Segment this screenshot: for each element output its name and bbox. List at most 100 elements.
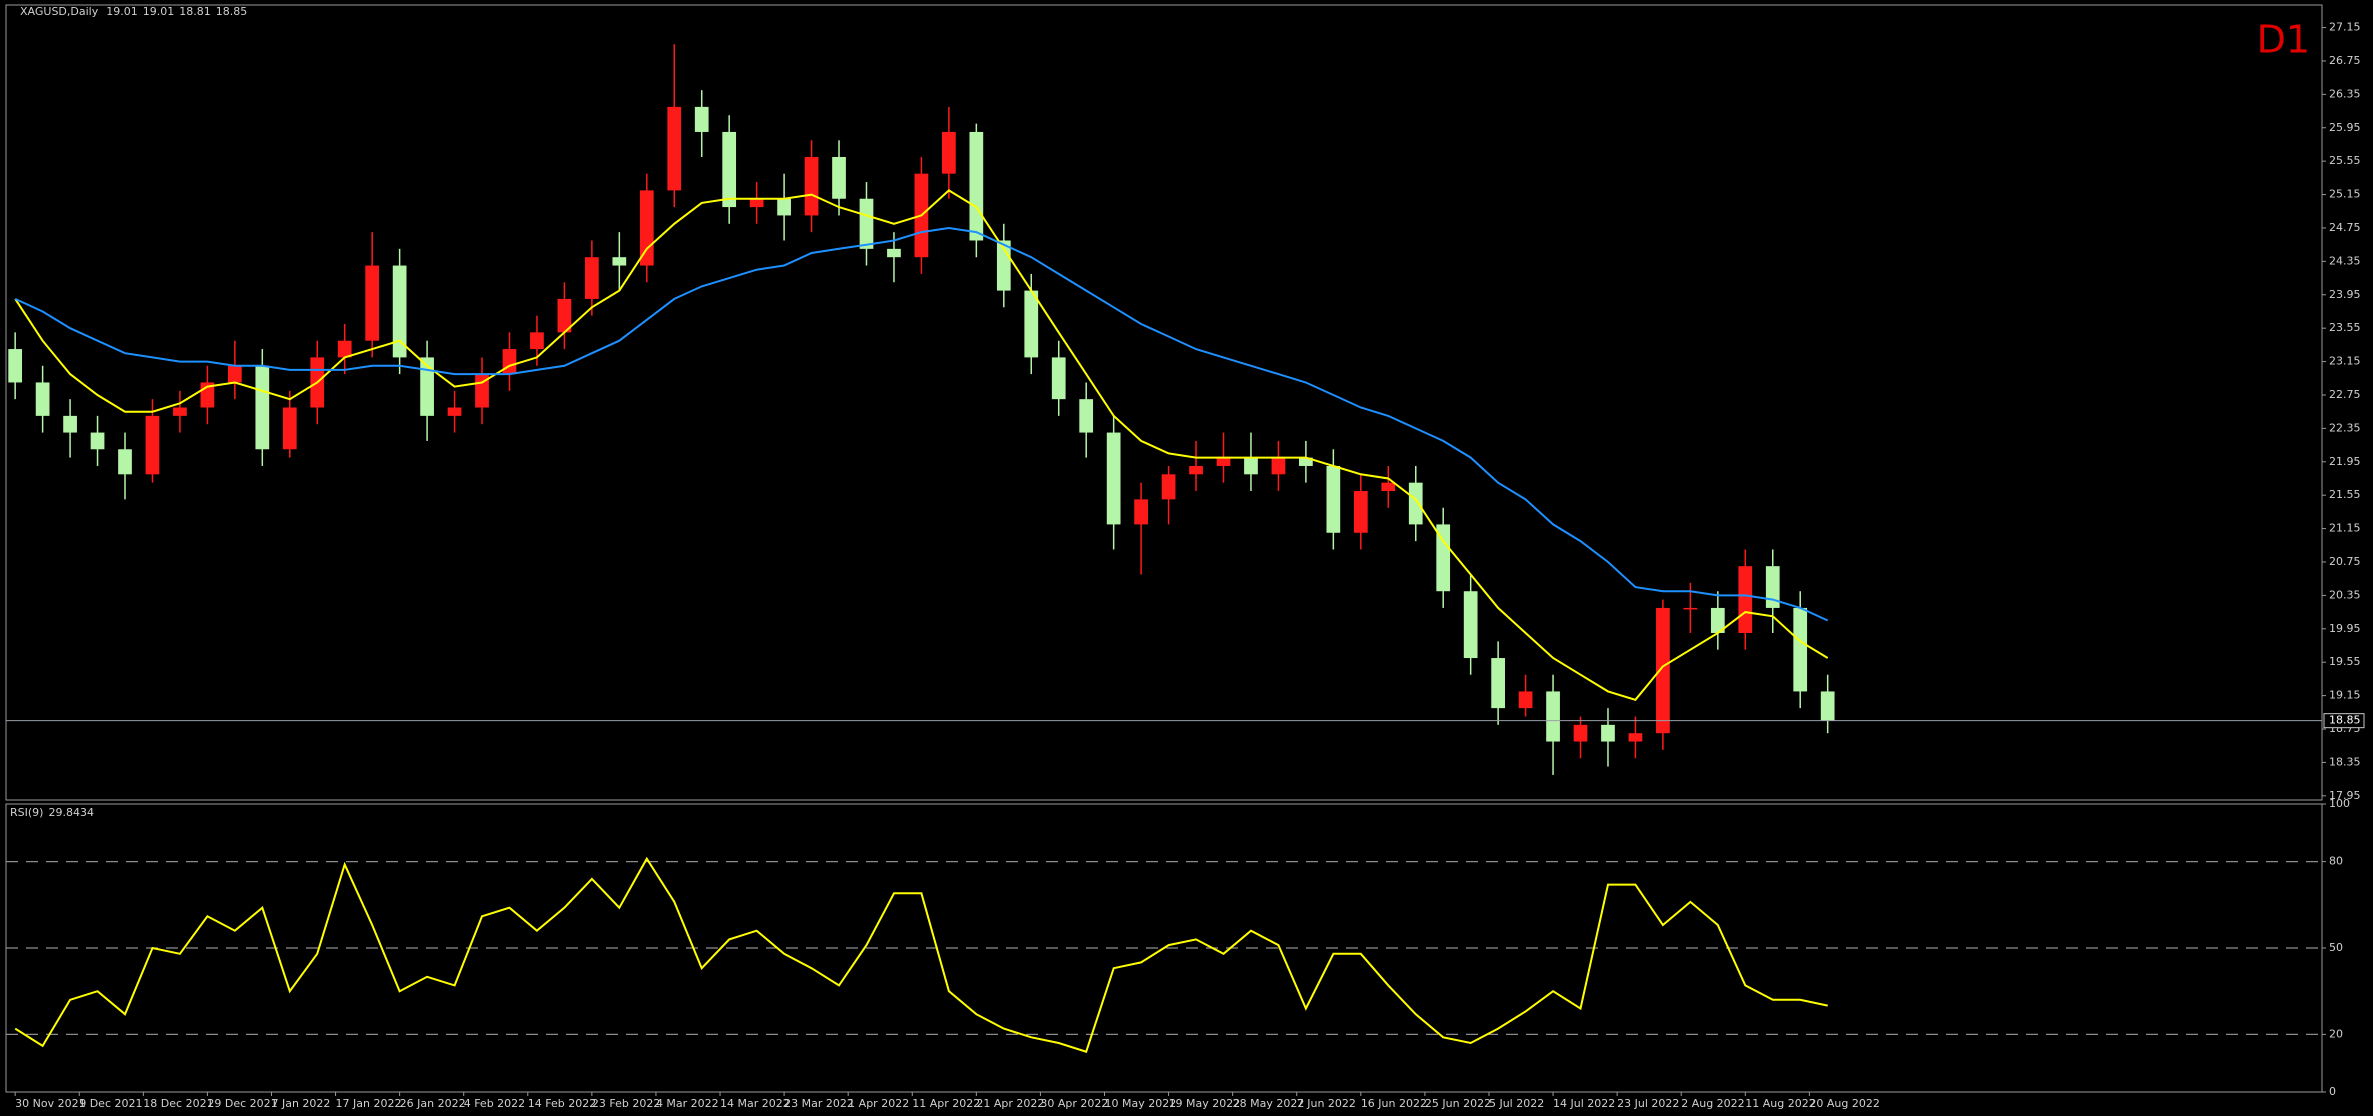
candle-body — [502, 349, 517, 375]
candle-body — [227, 365, 242, 383]
candle-body — [337, 340, 352, 358]
candle-body — [612, 257, 627, 266]
candle-body — [1161, 474, 1176, 500]
y-tick-label: 18.35 — [2329, 755, 2361, 768]
y-tick-label: 17.95 — [2329, 789, 2361, 802]
candle-body — [1463, 591, 1478, 659]
candle-body — [1546, 691, 1560, 742]
x-tick-label: 28 May 2022 — [1233, 1097, 1305, 1110]
candle-body — [667, 106, 682, 191]
candle-body — [859, 198, 874, 249]
candle-body — [1408, 482, 1423, 525]
y-tick-label: 23.95 — [2329, 288, 2361, 301]
x-tick-label: 26 Jan 2022 — [400, 1097, 466, 1110]
candle-body — [63, 415, 77, 433]
x-tick-label: 5 Jul 2022 — [1489, 1097, 1544, 1110]
candle-body — [35, 382, 50, 416]
symbol: XAGUSD,Daily — [20, 5, 99, 18]
x-tick-label: 4 Feb 2022 — [464, 1097, 525, 1110]
y-tick-label: 24.35 — [2329, 254, 2361, 267]
ohlc-high: 19.01 — [143, 5, 175, 18]
y-tick-label: 25.15 — [2329, 188, 2361, 201]
candle-body — [1683, 607, 1698, 610]
x-tick-label: 9 Dec 2021 — [79, 1097, 142, 1110]
candle-body — [1244, 457, 1258, 475]
x-tick-label: 11 Apr 2022 — [912, 1097, 980, 1110]
ohlc-open: 19.01 — [106, 5, 138, 18]
y-tick-label: 21.95 — [2329, 455, 2361, 468]
candle-body — [447, 407, 462, 416]
candle-body — [832, 156, 846, 199]
x-tick-label: 29 Dec 2021 — [207, 1097, 277, 1110]
candle-body — [722, 131, 737, 208]
candle-body — [118, 449, 132, 475]
moving-average — [14, 226, 1829, 622]
x-tick-label: 25 Jun 2022 — [1425, 1097, 1491, 1110]
x-tick-label: 7 Jun 2022 — [1297, 1097, 1356, 1110]
candle-body — [969, 131, 984, 241]
candle-body — [8, 349, 23, 383]
y-tick-label: 20 — [2329, 1027, 2343, 1040]
y-tick-label: 50 — [2329, 941, 2343, 954]
x-tick-label: 16 Jun 2022 — [1361, 1097, 1427, 1110]
candle-body — [777, 198, 791, 216]
x-tick-label: 4 Mar 2022 — [656, 1097, 719, 1110]
x-tick-label: 2 Aug 2022 — [1681, 1097, 1744, 1110]
x-tick-label: 14 Feb 2022 — [528, 1097, 596, 1110]
x-tick-label: 21 Apr 2022 — [976, 1097, 1044, 1110]
candle-body — [1601, 724, 1615, 742]
y-tick-label: 24.75 — [2329, 221, 2361, 234]
price-label: 18.85 — [2329, 714, 2361, 727]
candle-body — [1079, 399, 1094, 433]
x-tick-label: 30 Nov 2021 — [15, 1097, 85, 1110]
y-tick-label: 21.15 — [2329, 522, 2361, 535]
candle-body — [1793, 607, 1808, 692]
candle-body — [1381, 482, 1396, 492]
candle-body — [1353, 491, 1368, 533]
candle-body — [365, 265, 380, 341]
x-tick-label: 11 Aug 2022 — [1745, 1097, 1815, 1110]
candle-body — [1628, 733, 1643, 742]
y-tick-label: 20.75 — [2329, 555, 2361, 568]
price-label-box — [2323, 713, 2365, 729]
x-tick-label: 7 Jan 2022 — [271, 1097, 330, 1110]
candle-body — [557, 298, 572, 333]
candle-body — [1765, 566, 1780, 608]
y-tick-label: 19.95 — [2329, 622, 2361, 635]
y-tick-label: 19.55 — [2329, 655, 2361, 668]
moving-average — [14, 189, 1829, 701]
candle-body — [1820, 691, 1835, 721]
rsi-value: 29.8434 — [48, 806, 94, 819]
candle-body — [90, 432, 105, 450]
timeframe: D1 — [2257, 18, 2310, 62]
ohlc-low: 18.81 — [179, 5, 211, 18]
x-tick-label: 23 Feb 2022 — [592, 1097, 660, 1110]
y-tick-label: 23.15 — [2329, 355, 2361, 368]
x-tick-label: 17 Jan 2022 — [336, 1097, 402, 1110]
y-tick-label: 21.55 — [2329, 488, 2361, 501]
y-tick-label: 80 — [2329, 855, 2343, 868]
x-tick-label: 1 Apr 2022 — [848, 1097, 909, 1110]
symbol-header: XAGUSD,Daily 19.01 19.01 18.81 18.85 — [20, 5, 247, 18]
x-tick-label: 20 Aug 2022 — [1809, 1097, 1879, 1110]
candle-body — [1271, 457, 1286, 475]
candle-body — [749, 198, 764, 208]
candle-body — [530, 332, 544, 350]
y-tick-label: 0 — [2329, 1085, 2336, 1098]
candle-body — [1491, 658, 1505, 709]
y-tick-label: 100 — [2329, 797, 2350, 810]
candle-body — [887, 248, 901, 258]
x-tick-label: 18 Dec 2021 — [143, 1097, 213, 1110]
candle-body — [1051, 357, 1066, 400]
candle-body — [1106, 432, 1121, 525]
y-tick-label: 26.35 — [2329, 87, 2361, 100]
ohlc-close: 18.85 — [216, 5, 248, 18]
candle-body — [1436, 524, 1451, 592]
y-tick-label: 25.95 — [2329, 121, 2361, 134]
y-tick-label: 23.55 — [2329, 321, 2361, 334]
x-tick-label: 10 May 2022 — [1104, 1097, 1176, 1110]
x-tick-label: 30 Apr 2022 — [1040, 1097, 1108, 1110]
candle-body — [1216, 457, 1231, 466]
rsi-header: RSI(9) 29.8434 — [10, 806, 94, 819]
